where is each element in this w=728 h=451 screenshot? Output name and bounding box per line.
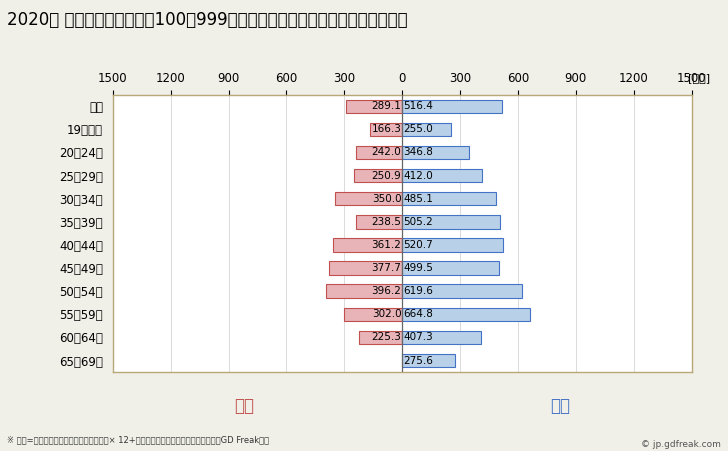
Bar — [359, 331, 403, 344]
Text: 302.0: 302.0 — [372, 309, 401, 319]
Bar — [329, 262, 403, 275]
Text: [万円]: [万円] — [688, 74, 710, 83]
Bar — [403, 331, 480, 344]
Text: 250.9: 250.9 — [372, 170, 401, 180]
Text: 505.2: 505.2 — [403, 217, 432, 227]
Text: 275.6: 275.6 — [403, 355, 433, 365]
Text: 242.0: 242.0 — [372, 147, 401, 157]
Bar — [403, 100, 502, 113]
Bar — [347, 100, 403, 113]
Bar — [403, 308, 531, 321]
Bar — [344, 308, 403, 321]
Text: 499.5: 499.5 — [403, 263, 433, 273]
Text: 350.0: 350.0 — [372, 194, 401, 204]
Text: 238.5: 238.5 — [371, 217, 401, 227]
Bar — [403, 354, 456, 367]
Bar — [326, 285, 403, 298]
Bar — [403, 123, 451, 136]
Text: 407.3: 407.3 — [403, 332, 432, 342]
Text: 女性: 女性 — [234, 397, 254, 415]
Text: 377.7: 377.7 — [371, 263, 401, 273]
Bar — [403, 262, 499, 275]
Bar — [403, 146, 469, 159]
Bar — [403, 169, 482, 182]
Text: 166.3: 166.3 — [371, 124, 401, 134]
Text: 619.6: 619.6 — [403, 286, 433, 296]
Bar — [333, 238, 403, 252]
Text: 2020年 民間企業（従業者数100〜999人）フルタイム労働者の男女別平均年収: 2020年 民間企業（従業者数100〜999人）フルタイム労働者の男女別平均年収 — [7, 11, 408, 29]
Text: 255.0: 255.0 — [403, 124, 432, 134]
Bar — [403, 192, 496, 205]
Text: 346.8: 346.8 — [403, 147, 433, 157]
Bar — [403, 215, 499, 229]
Text: 396.2: 396.2 — [371, 286, 401, 296]
Text: © jp.gdfreak.com: © jp.gdfreak.com — [641, 440, 721, 449]
Text: ※ 年収=「きまって支給する現金給与額」× 12+「年間賞与その他特別給与額」としてGD Freak推計: ※ 年収=「きまって支給する現金給与額」× 12+「年間賞与その他特別給与額」と… — [7, 435, 269, 444]
Text: 485.1: 485.1 — [403, 194, 433, 204]
Bar — [335, 192, 403, 205]
Bar — [370, 123, 403, 136]
Text: 男性: 男性 — [550, 397, 571, 415]
Bar — [354, 169, 403, 182]
Text: 664.8: 664.8 — [403, 309, 433, 319]
Bar — [356, 215, 403, 229]
Text: 225.3: 225.3 — [371, 332, 401, 342]
Bar — [403, 285, 522, 298]
Bar — [403, 238, 502, 252]
Text: 520.7: 520.7 — [403, 240, 432, 250]
Text: 289.1: 289.1 — [371, 101, 401, 111]
Bar — [355, 146, 403, 159]
Text: 361.2: 361.2 — [371, 240, 401, 250]
Text: 516.4: 516.4 — [403, 101, 433, 111]
Text: 412.0: 412.0 — [403, 170, 432, 180]
